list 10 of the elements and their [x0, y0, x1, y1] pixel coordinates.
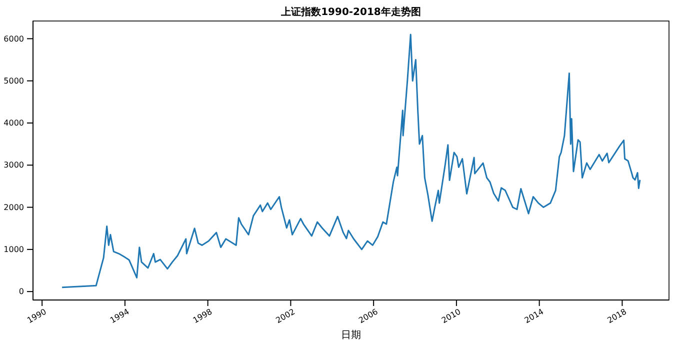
chart-title: 上证指数1990-2018年走势图	[280, 6, 421, 18]
y-tick-label: 6000	[4, 34, 24, 44]
y-tick-label: 0	[18, 287, 24, 296]
y-tick-label: 1000	[4, 244, 24, 254]
y-tick-label: 3000	[4, 160, 24, 170]
y-tick-label: 5000	[4, 76, 24, 86]
line-series	[61, 34, 641, 288]
x-axis-title: 日期	[341, 329, 361, 341]
y-tick-label: 2000	[4, 202, 24, 212]
y-tick-label: 4000	[4, 118, 24, 128]
